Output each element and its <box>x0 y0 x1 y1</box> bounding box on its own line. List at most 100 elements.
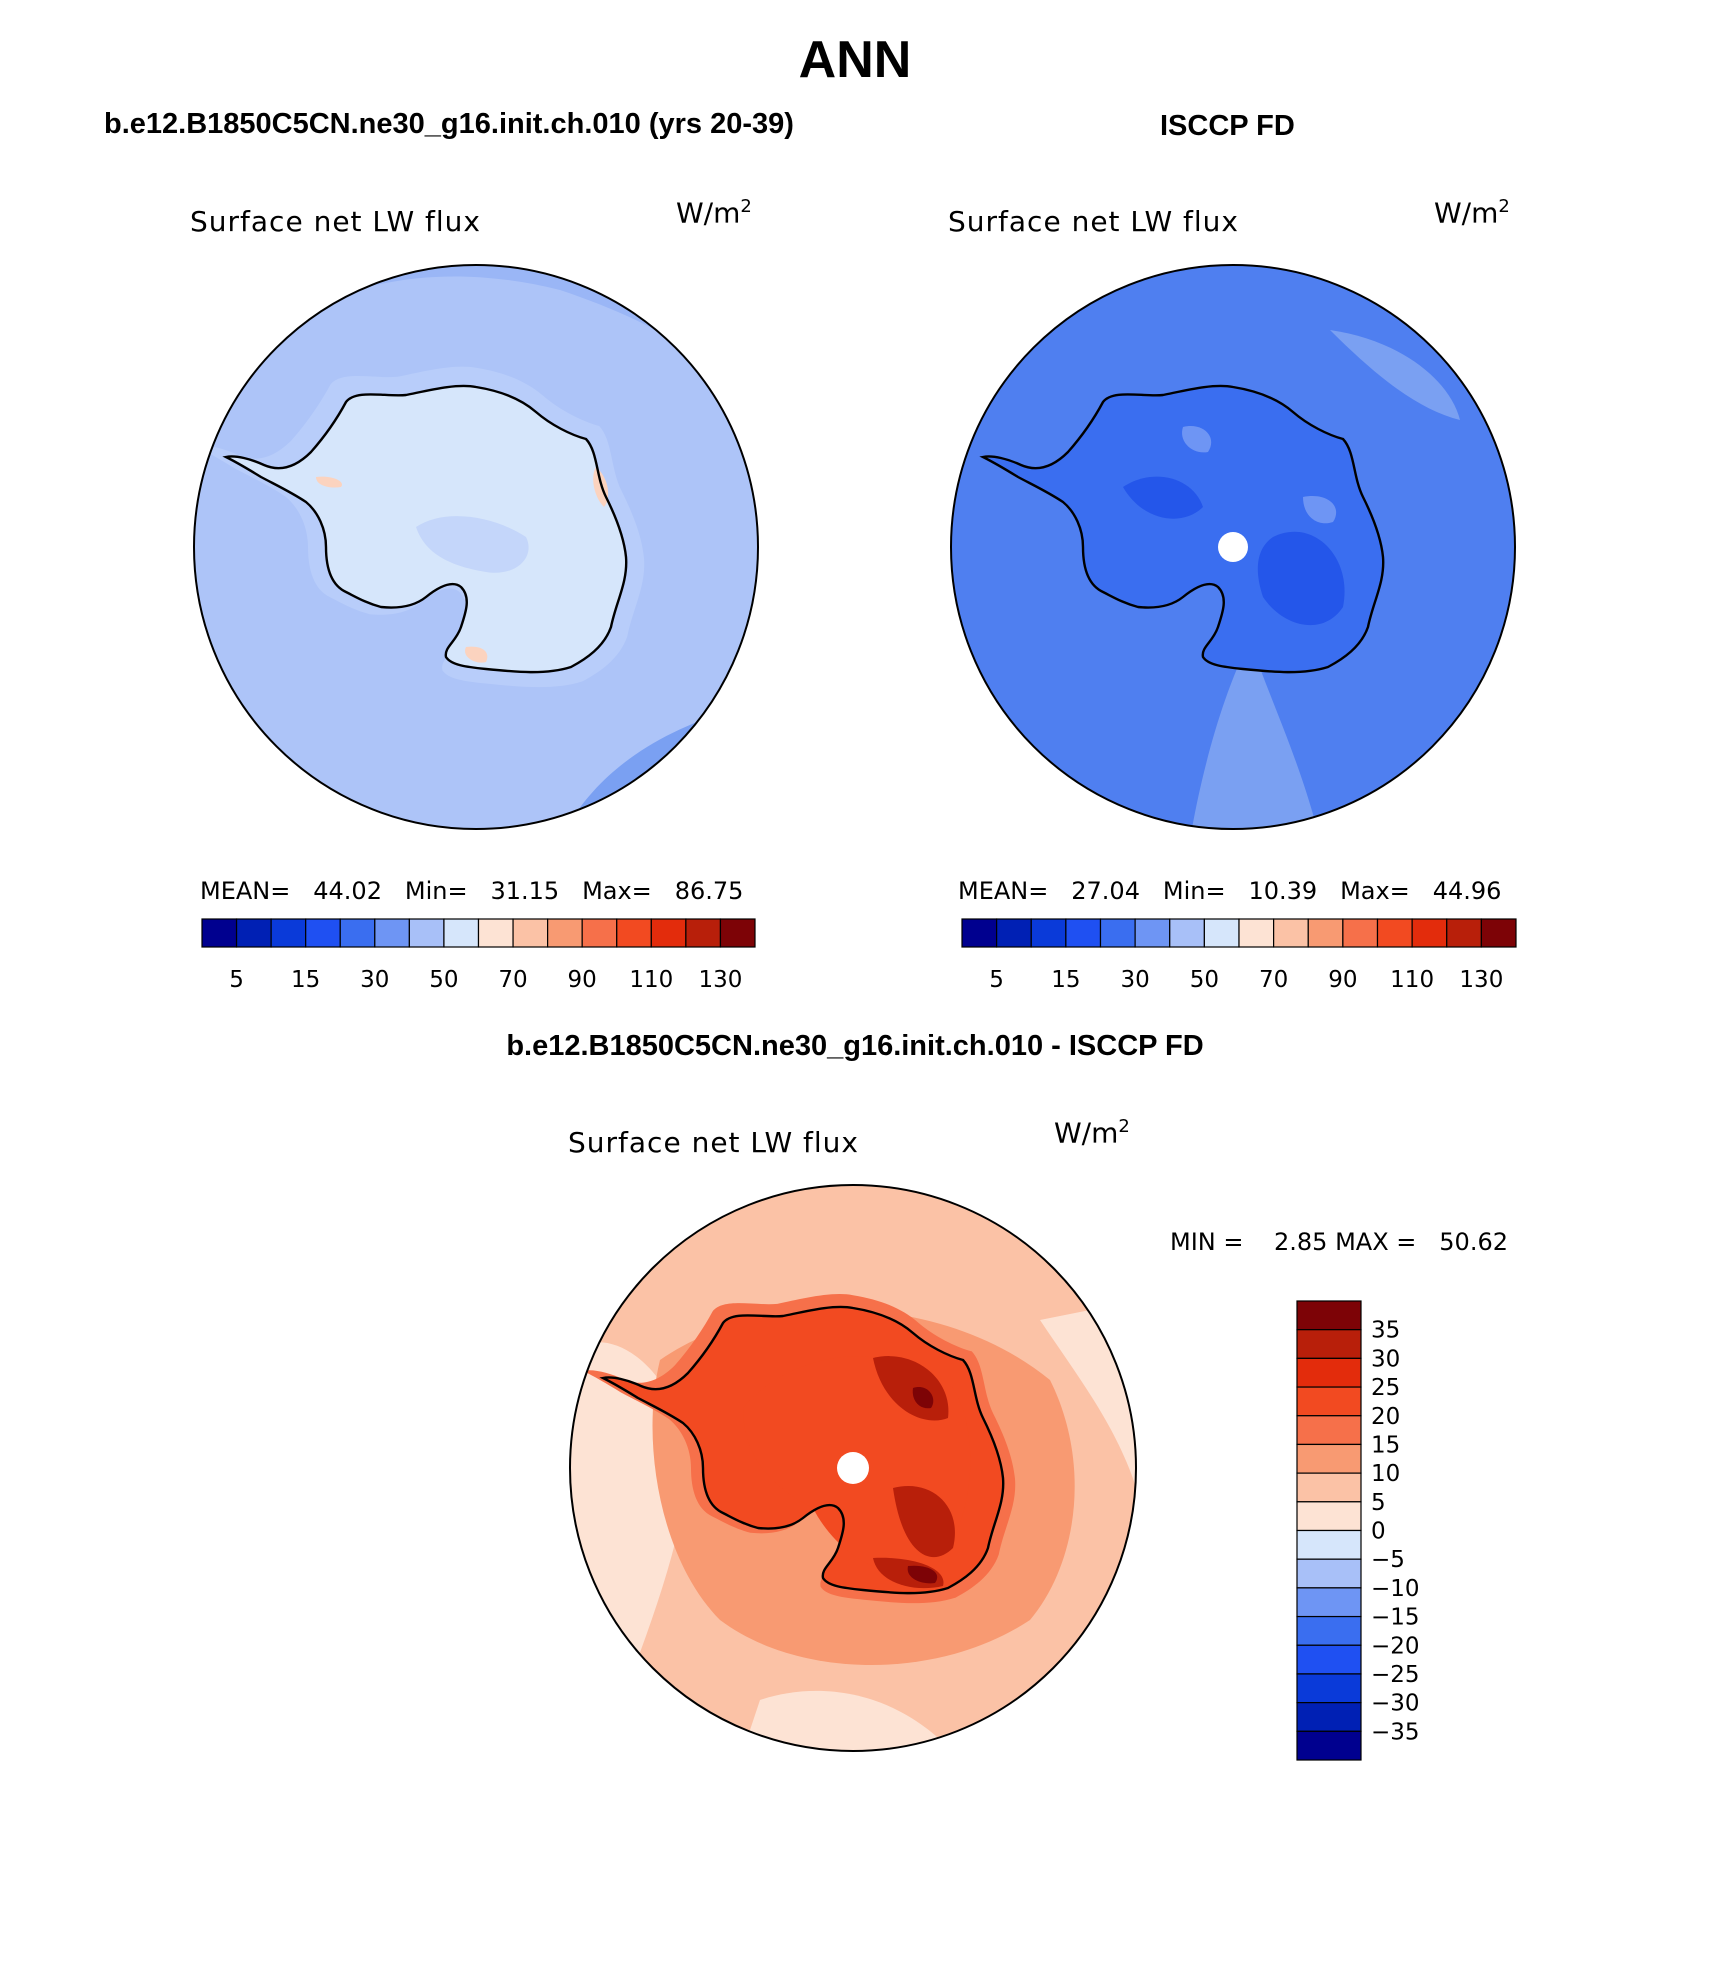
diff-map-field <box>570 1185 1136 1751</box>
model-colorbar-tick-label: 130 <box>698 967 742 993</box>
diff-colorbar-swatch <box>1296 1702 1362 1732</box>
obs-colorbar-swatch <box>1203 918 1240 948</box>
diff-map <box>569 1184 1137 1752</box>
diff-colorbar-swatch <box>1296 1472 1362 1503</box>
diff-colorbar-swatch <box>1296 1415 1362 1446</box>
obs-colorbar-tick-label: 130 <box>1459 967 1503 993</box>
model-colorbar-tick-label: 70 <box>498 967 527 993</box>
obs-colorbar-swatch <box>996 918 1032 948</box>
obs-colorbar-swatch <box>1238 918 1275 948</box>
diff-colorbar-swatch <box>1296 1558 1362 1589</box>
diff-colorbar-swatch <box>1296 1615 1362 1646</box>
diff-colorbar-swatch <box>1296 1386 1362 1417</box>
diff-colorbar-tick-label: −20 <box>1371 1633 1420 1659</box>
model-colorbar-swatch <box>374 918 410 948</box>
diff-colorbar-swatch <box>1296 1443 1362 1474</box>
model-colorbar-swatch <box>443 918 480 948</box>
model-stats: MEAN= 44.02 Min= 31.15 Max= 86.75 <box>200 877 744 905</box>
obs-colorbar-tick-label: 30 <box>1120 967 1149 993</box>
obs-colorbar-swatch <box>1099 918 1136 948</box>
model-colorbar: 5 15 30 50 70 90 110 130 <box>201 918 756 993</box>
model-colorbar-tick-label: 110 <box>629 967 673 993</box>
model-colorbar-tick-label: 90 <box>568 967 597 993</box>
obs-colorbar: 5 15 30 50 70 90 110 130 <box>961 918 1517 993</box>
obs-colorbar-swatch <box>1169 918 1205 948</box>
diff-colorbar-tick-label: −15 <box>1371 1605 1420 1631</box>
diff-colorbar-tick-label: −5 <box>1371 1547 1405 1573</box>
diff-colorbar-tick-label: 30 <box>1371 1346 1400 1372</box>
model-panel-title: b.e12.B1850C5CN.ne30_g16.init.ch.010 (yr… <box>104 108 794 140</box>
diff-colorbar-swatch <box>1296 1587 1362 1618</box>
model-map <box>193 264 759 830</box>
obs-colorbar-swatch <box>1030 918 1067 948</box>
diff-colorbar-swatch <box>1296 1329 1362 1359</box>
model-colorbar-swatch <box>270 918 307 948</box>
diff-colorbar-tick-label: 20 <box>1371 1404 1400 1430</box>
obs-colorbar-swatch <box>1411 918 1448 948</box>
obs-variable-label: Surface net LW flux <box>948 205 1239 238</box>
obs-colorbar-swatch <box>1480 918 1517 948</box>
model-colorbar-swatch <box>581 918 618 948</box>
diff-colorbar-swatch <box>1296 1300 1362 1331</box>
diff-colorbar-tick-label: 25 <box>1371 1375 1400 1401</box>
model-colorbar-tick-label: 5 <box>229 967 244 993</box>
diff-colorbar-tick-label: −25 <box>1371 1662 1420 1688</box>
model-colorbar-swatch <box>685 918 722 948</box>
diff-colorbar-tick-label: 5 <box>1371 1490 1386 1516</box>
diff-colorbar-swatch <box>1296 1357 1362 1388</box>
model-colorbar-swatch <box>477 918 514 948</box>
diff-colorbar-tick-label: −35 <box>1371 1719 1420 1745</box>
model-colorbar-tick-label: 50 <box>429 967 458 993</box>
diff-units-label: W/m2 <box>1054 1116 1130 1150</box>
obs-colorbar-swatch <box>1446 918 1482 948</box>
obs-colorbar-swatch <box>1307 918 1344 948</box>
model-colorbar-swatch <box>547 918 583 948</box>
model-colorbar-swatch <box>719 918 756 948</box>
obs-panel-title: ISCCP FD <box>1160 110 1295 142</box>
obs-colorbar-swatch <box>1134 918 1171 948</box>
diff-variable-label: Surface net LW flux <box>568 1126 859 1159</box>
model-colorbar-swatch <box>408 918 445 948</box>
model-variable-label: Surface net LW flux <box>190 205 481 238</box>
obs-colorbar-swatch <box>1376 918 1413 948</box>
diff-colorbar-swatch <box>1296 1730 1362 1761</box>
model-colorbar-swatch <box>339 918 376 948</box>
obs-colorbar-swatch <box>961 918 998 948</box>
model-colorbar-tick-label: 30 <box>360 967 389 993</box>
diff-colorbar-swatch <box>1296 1529 1362 1560</box>
model-colorbar-swatch <box>512 918 549 948</box>
model-colorbar-swatch <box>650 918 687 948</box>
obs-stats: MEAN= 27.04 Min= 10.39 Max= 44.96 <box>958 877 1502 905</box>
obs-units-label: W/m2 <box>1434 196 1510 230</box>
model-colorbar-swatch <box>305 918 341 948</box>
diff-colorbar-tick-label: −30 <box>1371 1691 1420 1717</box>
obs-map-field <box>951 265 1515 829</box>
diff-colorbar-swatch <box>1296 1644 1362 1675</box>
diff-colorbar-tick-label: 10 <box>1371 1461 1400 1487</box>
obs-colorbar-swatch <box>1342 918 1379 948</box>
model-colorbar-swatch <box>235 918 272 948</box>
diff-panel-title: b.e12.B1850C5CN.ne30_g16.init.ch.010 - I… <box>506 1030 1204 1062</box>
obs-map <box>950 264 1516 830</box>
obs-colorbar-tick-label: 90 <box>1328 967 1357 993</box>
model-colorbar-tick-label: 15 <box>291 967 320 993</box>
obs-colorbar-tick-label: 5 <box>989 967 1004 993</box>
obs-colorbar-tick-label: 110 <box>1390 967 1434 993</box>
obs-colorbar-tick-label: 50 <box>1190 967 1219 993</box>
model-colorbar-swatch <box>616 918 652 948</box>
model-map-field <box>194 265 758 829</box>
diff-colorbar-swatch <box>1296 1673 1362 1704</box>
obs-colorbar-tick-label: 70 <box>1259 967 1288 993</box>
diff-colorbar-tick-label: 15 <box>1371 1432 1400 1458</box>
obs-colorbar-swatch <box>1273 918 1309 948</box>
obs-colorbar-tick-label: 15 <box>1051 967 1080 993</box>
figure-season-title: ANN <box>798 31 912 89</box>
model-units-label: W/m2 <box>676 196 752 230</box>
diff-colorbar-tick-label: −10 <box>1371 1576 1420 1602</box>
diff-colorbar-tick-label: 0 <box>1371 1519 1386 1545</box>
diff-stats: MIN = 2.85 MAX = 50.62 <box>1170 1228 1508 1256</box>
obs-colorbar-swatch <box>1065 918 1102 948</box>
model-antarctica <box>196 366 645 688</box>
